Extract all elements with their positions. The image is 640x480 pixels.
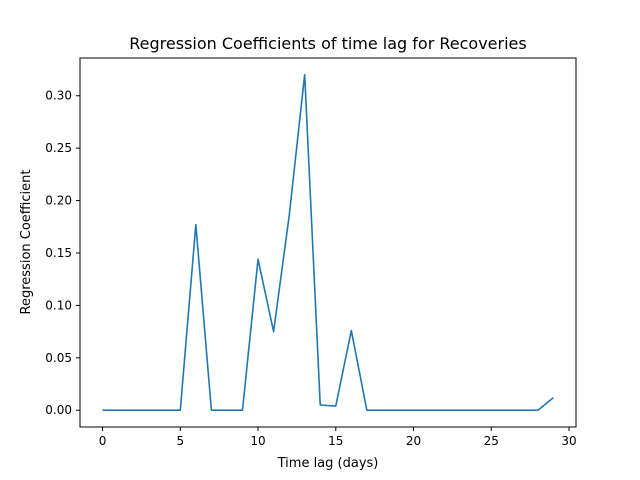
y-axis-label: Regression Coefficient — [19, 170, 34, 315]
y-tick-label: 0.05 — [45, 351, 72, 365]
y-tick-label: 0.10 — [45, 298, 72, 312]
series-line — [102, 73, 554, 412]
y-tick-label: 0.20 — [45, 194, 72, 208]
x-tick-label: 10 — [250, 434, 265, 448]
y-tick-label: 0.25 — [45, 141, 72, 155]
x-tick-label: 30 — [561, 434, 576, 448]
plot-area: 0 5 10 15 20 25 30 0.00 0.05 0.10 0.15 0.20 0.25 0.30 — [45, 73, 577, 448]
x-tick-label: 25 — [484, 434, 499, 448]
axes-frame — [79, 57, 577, 428]
chart-title: Regression Coefficients of time lag for … — [129, 34, 526, 53]
y-tick-label: 0.30 — [45, 89, 72, 103]
x-tick-label: 20 — [406, 434, 421, 448]
y-tick-label: 0.00 — [45, 403, 72, 417]
x-tick-label: 15 — [328, 434, 343, 448]
x-tick-label: 0 — [99, 434, 107, 448]
x-tick-label: 5 — [176, 434, 184, 448]
x-axis-label: Time lag (days) — [277, 456, 379, 471]
y-tick-label: 0.15 — [45, 246, 72, 260]
